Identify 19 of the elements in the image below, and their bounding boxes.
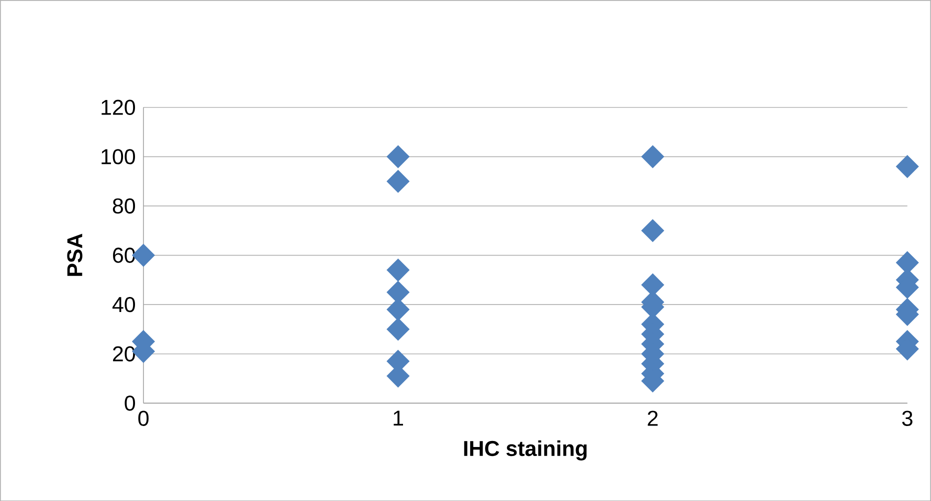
x-tick-label: 3: [902, 410, 912, 426]
point: [386, 170, 410, 193]
y-tick-label: 0: [124, 395, 136, 411]
y-tick-label: 120: [102, 100, 136, 115]
x-tick-label: 0: [138, 410, 149, 426]
point: [641, 219, 664, 242]
x-tick-label: 2: [648, 410, 658, 426]
x-tick-label: 1: [394, 410, 404, 426]
x-axis-title: IHC staining: [464, 440, 587, 460]
y-tick-label: 60: [113, 247, 136, 263]
point: [386, 145, 410, 168]
y-tick-label: 20: [113, 346, 136, 362]
y-tick-label: 40: [112, 296, 136, 312]
point: [386, 258, 410, 282]
y-tick-label: 80: [112, 198, 136, 214]
y-tick-label: 100: [102, 148, 136, 164]
point: [641, 145, 664, 168]
y-axis-title: PSA: [67, 234, 82, 276]
point: [386, 318, 410, 340]
